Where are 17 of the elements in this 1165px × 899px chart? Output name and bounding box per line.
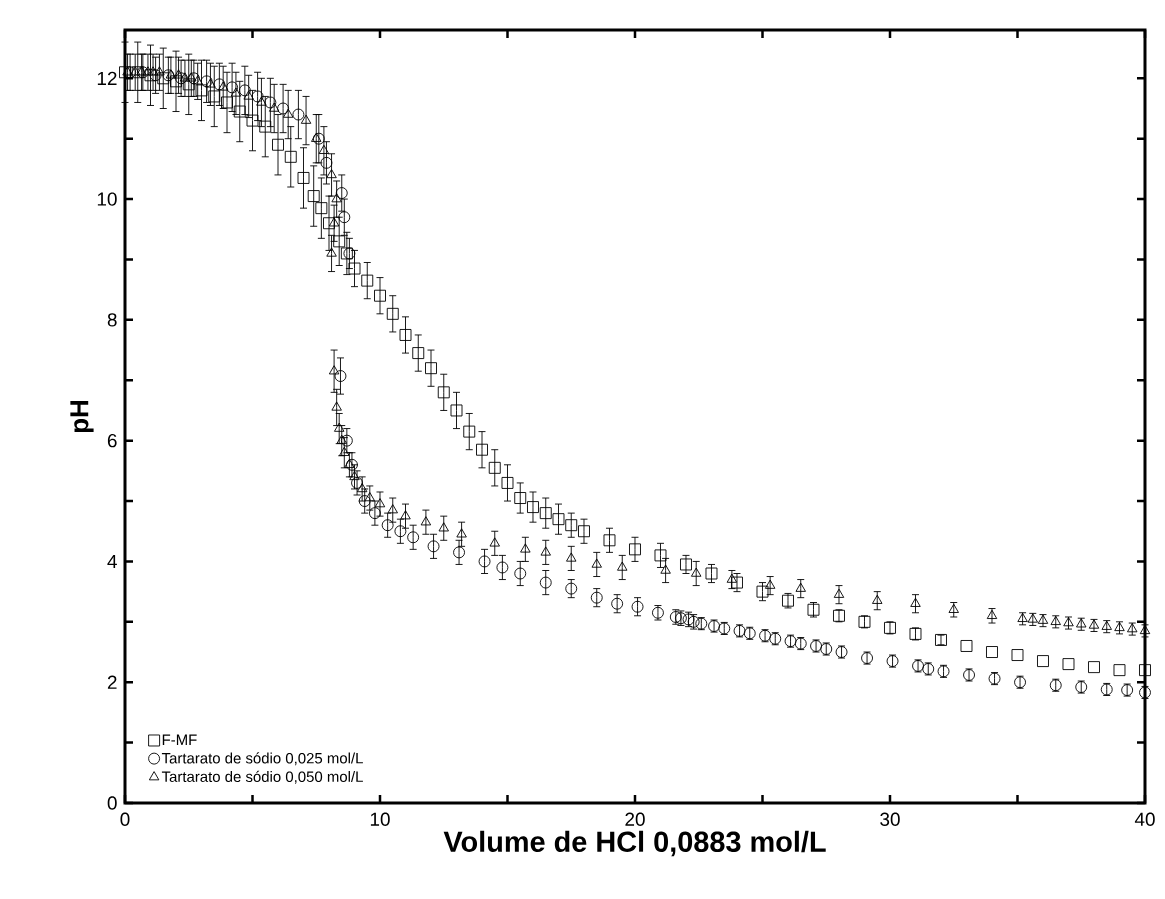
- x-tick-label: 20: [625, 812, 645, 826]
- x-axis-title: Volume de HCl 0,0883 mol/L: [443, 830, 826, 857]
- y-tick-label: 2: [107, 675, 117, 689]
- y-tick-label: 4: [107, 554, 117, 568]
- y-tick-label: 0: [107, 796, 117, 810]
- x-tick-label: 30: [880, 812, 900, 826]
- x-tick-label: 40: [1134, 812, 1155, 826]
- legend-label: Tartarato de sódio 0,025 mol/L: [161, 752, 363, 766]
- x-tick-label: 0: [120, 812, 130, 826]
- x-tick-label: 10: [370, 812, 390, 826]
- legend-label: F-MF: [162, 734, 197, 745]
- legend-label: Tartarato de sódio 0,050 mol/L: [161, 770, 363, 784]
- y-tick-label: 8: [107, 313, 117, 327]
- y-axis-title: pH: [70, 400, 94, 433]
- y-tick-label: 6: [107, 433, 117, 448]
- y-tick-label: 10: [97, 192, 117, 206]
- y-tick-label: 12: [97, 71, 117, 85]
